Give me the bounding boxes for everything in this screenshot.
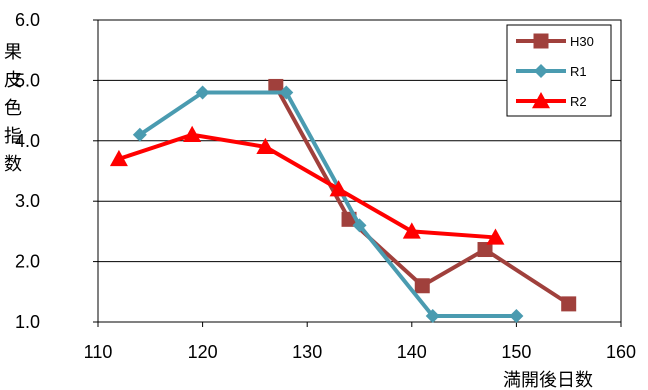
series-r2 (109, 125, 505, 245)
data-point-diamond (534, 64, 548, 78)
axis-ticks: 1.0 2.0 3.0 4.0 5.0 6.0 110 120 130 140 150 160 (15, 10, 636, 362)
y-axis-title-char: 数 (4, 154, 22, 175)
legend-label: R1 (570, 64, 587, 79)
y-tick-label: 2.0 (15, 252, 40, 272)
series-line (138, 90, 517, 318)
legend-label: H30 (570, 34, 594, 49)
y-axis-title-char: 皮 (4, 70, 22, 91)
data-point-triangle (402, 222, 421, 239)
plot-area-frame (97, 19, 622, 323)
series-h30 (268, 78, 577, 312)
y-axis-title-char: 色 (4, 98, 22, 119)
data-point-triangle (109, 149, 128, 167)
data-point-diamond (195, 85, 210, 100)
legend-item-r1: R1 (516, 64, 587, 79)
data-point-diamond (132, 127, 147, 142)
data-point-triangle (486, 228, 505, 245)
data-point-square (561, 296, 577, 312)
legend-item-r2: R2 (516, 92, 587, 109)
y-tick-label: 4.0 (15, 131, 40, 151)
y-axis-title-char: 果 (4, 42, 22, 63)
data-point-triangle (256, 137, 275, 155)
data-point-triangle (329, 180, 348, 197)
x-tick-label: 110 (84, 342, 113, 362)
x-tick-label: 130 (292, 342, 322, 362)
data-point-diamond (425, 308, 440, 323)
data-point-triangle (183, 125, 202, 142)
data-point-triangle (532, 92, 550, 109)
data-point-square (414, 278, 430, 294)
data-point-diamond (279, 85, 294, 100)
x-tick-label: 120 (188, 342, 218, 362)
y-tick-label: 3.0 (15, 191, 40, 211)
data-point-square (477, 242, 493, 258)
y-tick-label: 1.0 (15, 312, 40, 332)
y-tick-label: 5.0 (15, 70, 40, 90)
y-axis-title-char: 指 (4, 126, 22, 147)
series-line (118, 132, 496, 240)
legend-item-h30: H30 (516, 33, 594, 49)
y-tick-label: 6.0 (15, 10, 40, 30)
data-point-square (533, 33, 549, 49)
data-point-diamond (509, 308, 524, 323)
series-lines (109, 78, 577, 323)
x-tick-label: 160 (606, 342, 636, 362)
series-line (274, 85, 570, 306)
legend: H30 R1 R2 (506, 24, 612, 117)
x-axis-title: 満開後日数 (503, 370, 593, 390)
x-tick-label: 150 (501, 342, 531, 362)
series-r1 (132, 85, 524, 323)
x-tick-label: 140 (397, 342, 427, 362)
data-point-square (268, 78, 284, 94)
legend-label: R2 (570, 94, 587, 109)
data-point-diamond (352, 218, 367, 233)
